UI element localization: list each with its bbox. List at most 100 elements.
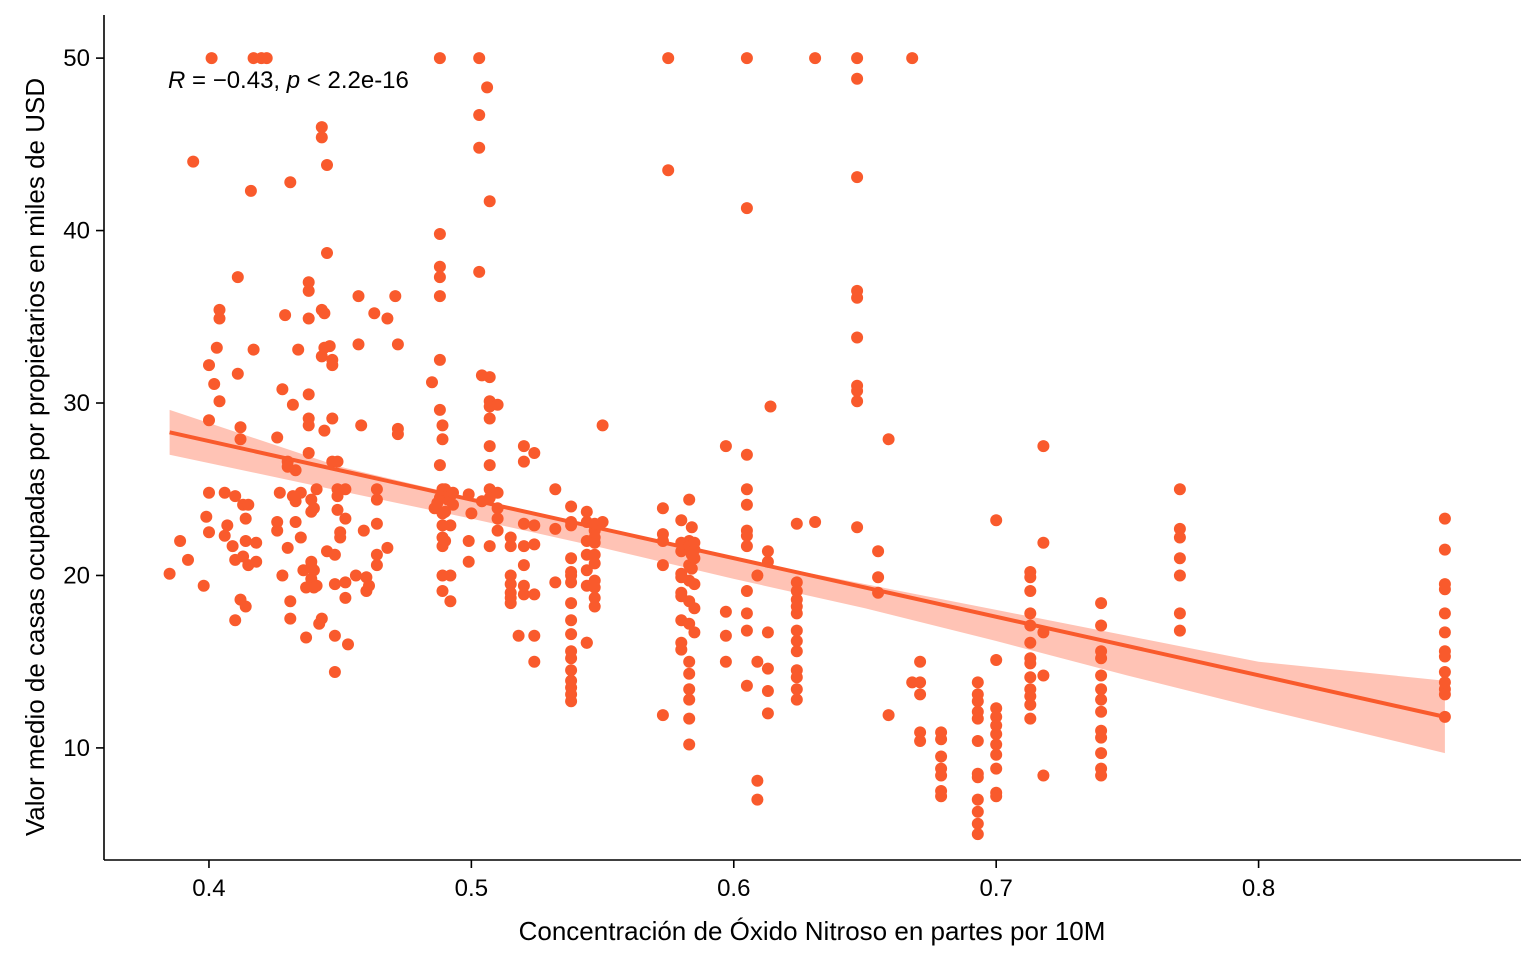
data-point xyxy=(588,536,601,549)
data-point xyxy=(1438,583,1451,596)
data-point xyxy=(218,529,231,542)
data-point xyxy=(462,555,475,568)
data-point xyxy=(1438,650,1451,663)
data-point xyxy=(751,793,764,806)
data-point xyxy=(565,628,578,641)
data-point xyxy=(809,516,822,528)
data-point xyxy=(990,790,1003,803)
data-point xyxy=(761,707,774,720)
data-point xyxy=(1095,683,1108,696)
data-point xyxy=(906,52,919,65)
data-point xyxy=(851,395,864,408)
data-point xyxy=(444,569,457,582)
data-point xyxy=(990,654,1003,666)
data-point xyxy=(307,502,320,515)
data-point xyxy=(565,576,578,589)
data-point xyxy=(462,535,475,547)
data-point xyxy=(517,455,530,468)
data-point xyxy=(740,498,753,511)
data-point xyxy=(247,343,260,356)
data-point xyxy=(675,514,688,527)
data-point xyxy=(226,540,239,553)
data-point xyxy=(213,303,226,316)
data-point xyxy=(565,500,578,513)
data-point xyxy=(436,433,449,446)
data-point xyxy=(935,733,948,746)
data-point xyxy=(1024,690,1037,703)
data-point xyxy=(1173,522,1186,535)
data-point xyxy=(300,631,313,644)
data-point xyxy=(588,591,601,604)
data-point xyxy=(790,635,803,647)
data-point xyxy=(761,545,774,558)
data-point xyxy=(656,709,669,722)
data-point xyxy=(761,685,774,697)
data-point xyxy=(292,343,305,356)
data-point xyxy=(483,412,496,425)
data-point xyxy=(790,517,803,530)
data-point xyxy=(1037,669,1050,682)
data-point xyxy=(357,524,370,537)
data-point xyxy=(1037,536,1050,549)
data-point xyxy=(1024,657,1037,670)
data-point xyxy=(935,769,948,782)
x-axis-ticks: 0.4 0.5 0.6 0.7 0.8 xyxy=(192,860,1275,902)
data-point xyxy=(310,579,323,592)
data-point xyxy=(370,483,383,496)
data-point xyxy=(187,155,200,168)
x-tick-label: 0.5 xyxy=(455,875,488,902)
data-point xyxy=(302,447,315,459)
data-point xyxy=(504,540,517,553)
data-point xyxy=(213,395,226,408)
data-point xyxy=(751,774,764,787)
scatter-points-layer xyxy=(163,52,1451,841)
data-point xyxy=(596,419,609,432)
data-point xyxy=(565,597,578,610)
data-point xyxy=(688,626,701,639)
data-point xyxy=(323,340,336,353)
x-tick-label: 0.6 xyxy=(717,875,750,902)
data-point xyxy=(971,817,984,830)
data-point xyxy=(517,540,530,553)
data-point xyxy=(740,540,753,553)
data-point xyxy=(321,247,333,259)
data-point xyxy=(231,271,244,284)
data-point xyxy=(1024,607,1037,620)
data-point xyxy=(580,636,593,649)
data-point xyxy=(790,607,803,620)
data-point xyxy=(302,419,315,432)
r-value: = −0.43, xyxy=(185,67,286,94)
data-point xyxy=(596,516,609,528)
data-point xyxy=(250,555,263,568)
y-tick-label: 10 xyxy=(63,735,90,762)
data-point xyxy=(444,519,457,532)
data-point xyxy=(1438,688,1451,701)
data-point xyxy=(1024,671,1037,684)
data-point xyxy=(491,512,504,525)
data-point xyxy=(517,559,530,572)
data-point xyxy=(271,431,284,444)
data-point xyxy=(213,312,226,325)
data-point xyxy=(174,535,187,547)
data-point xyxy=(872,571,885,584)
data-point xyxy=(683,667,696,680)
data-point xyxy=(882,709,895,722)
data-point xyxy=(328,629,341,642)
data-point xyxy=(483,459,496,472)
data-point xyxy=(549,483,562,496)
data-point xyxy=(339,576,352,589)
data-point xyxy=(242,498,255,511)
data-point xyxy=(790,683,803,696)
data-point xyxy=(234,433,247,446)
data-point xyxy=(719,605,732,618)
data-point xyxy=(281,541,294,554)
data-point xyxy=(318,307,331,320)
data-point xyxy=(302,388,315,401)
data-point xyxy=(504,578,517,591)
data-point xyxy=(1095,747,1108,760)
data-point xyxy=(289,495,302,508)
data-point xyxy=(914,726,927,739)
data-point xyxy=(719,655,732,668)
data-point xyxy=(352,290,365,303)
data-point xyxy=(284,612,297,625)
